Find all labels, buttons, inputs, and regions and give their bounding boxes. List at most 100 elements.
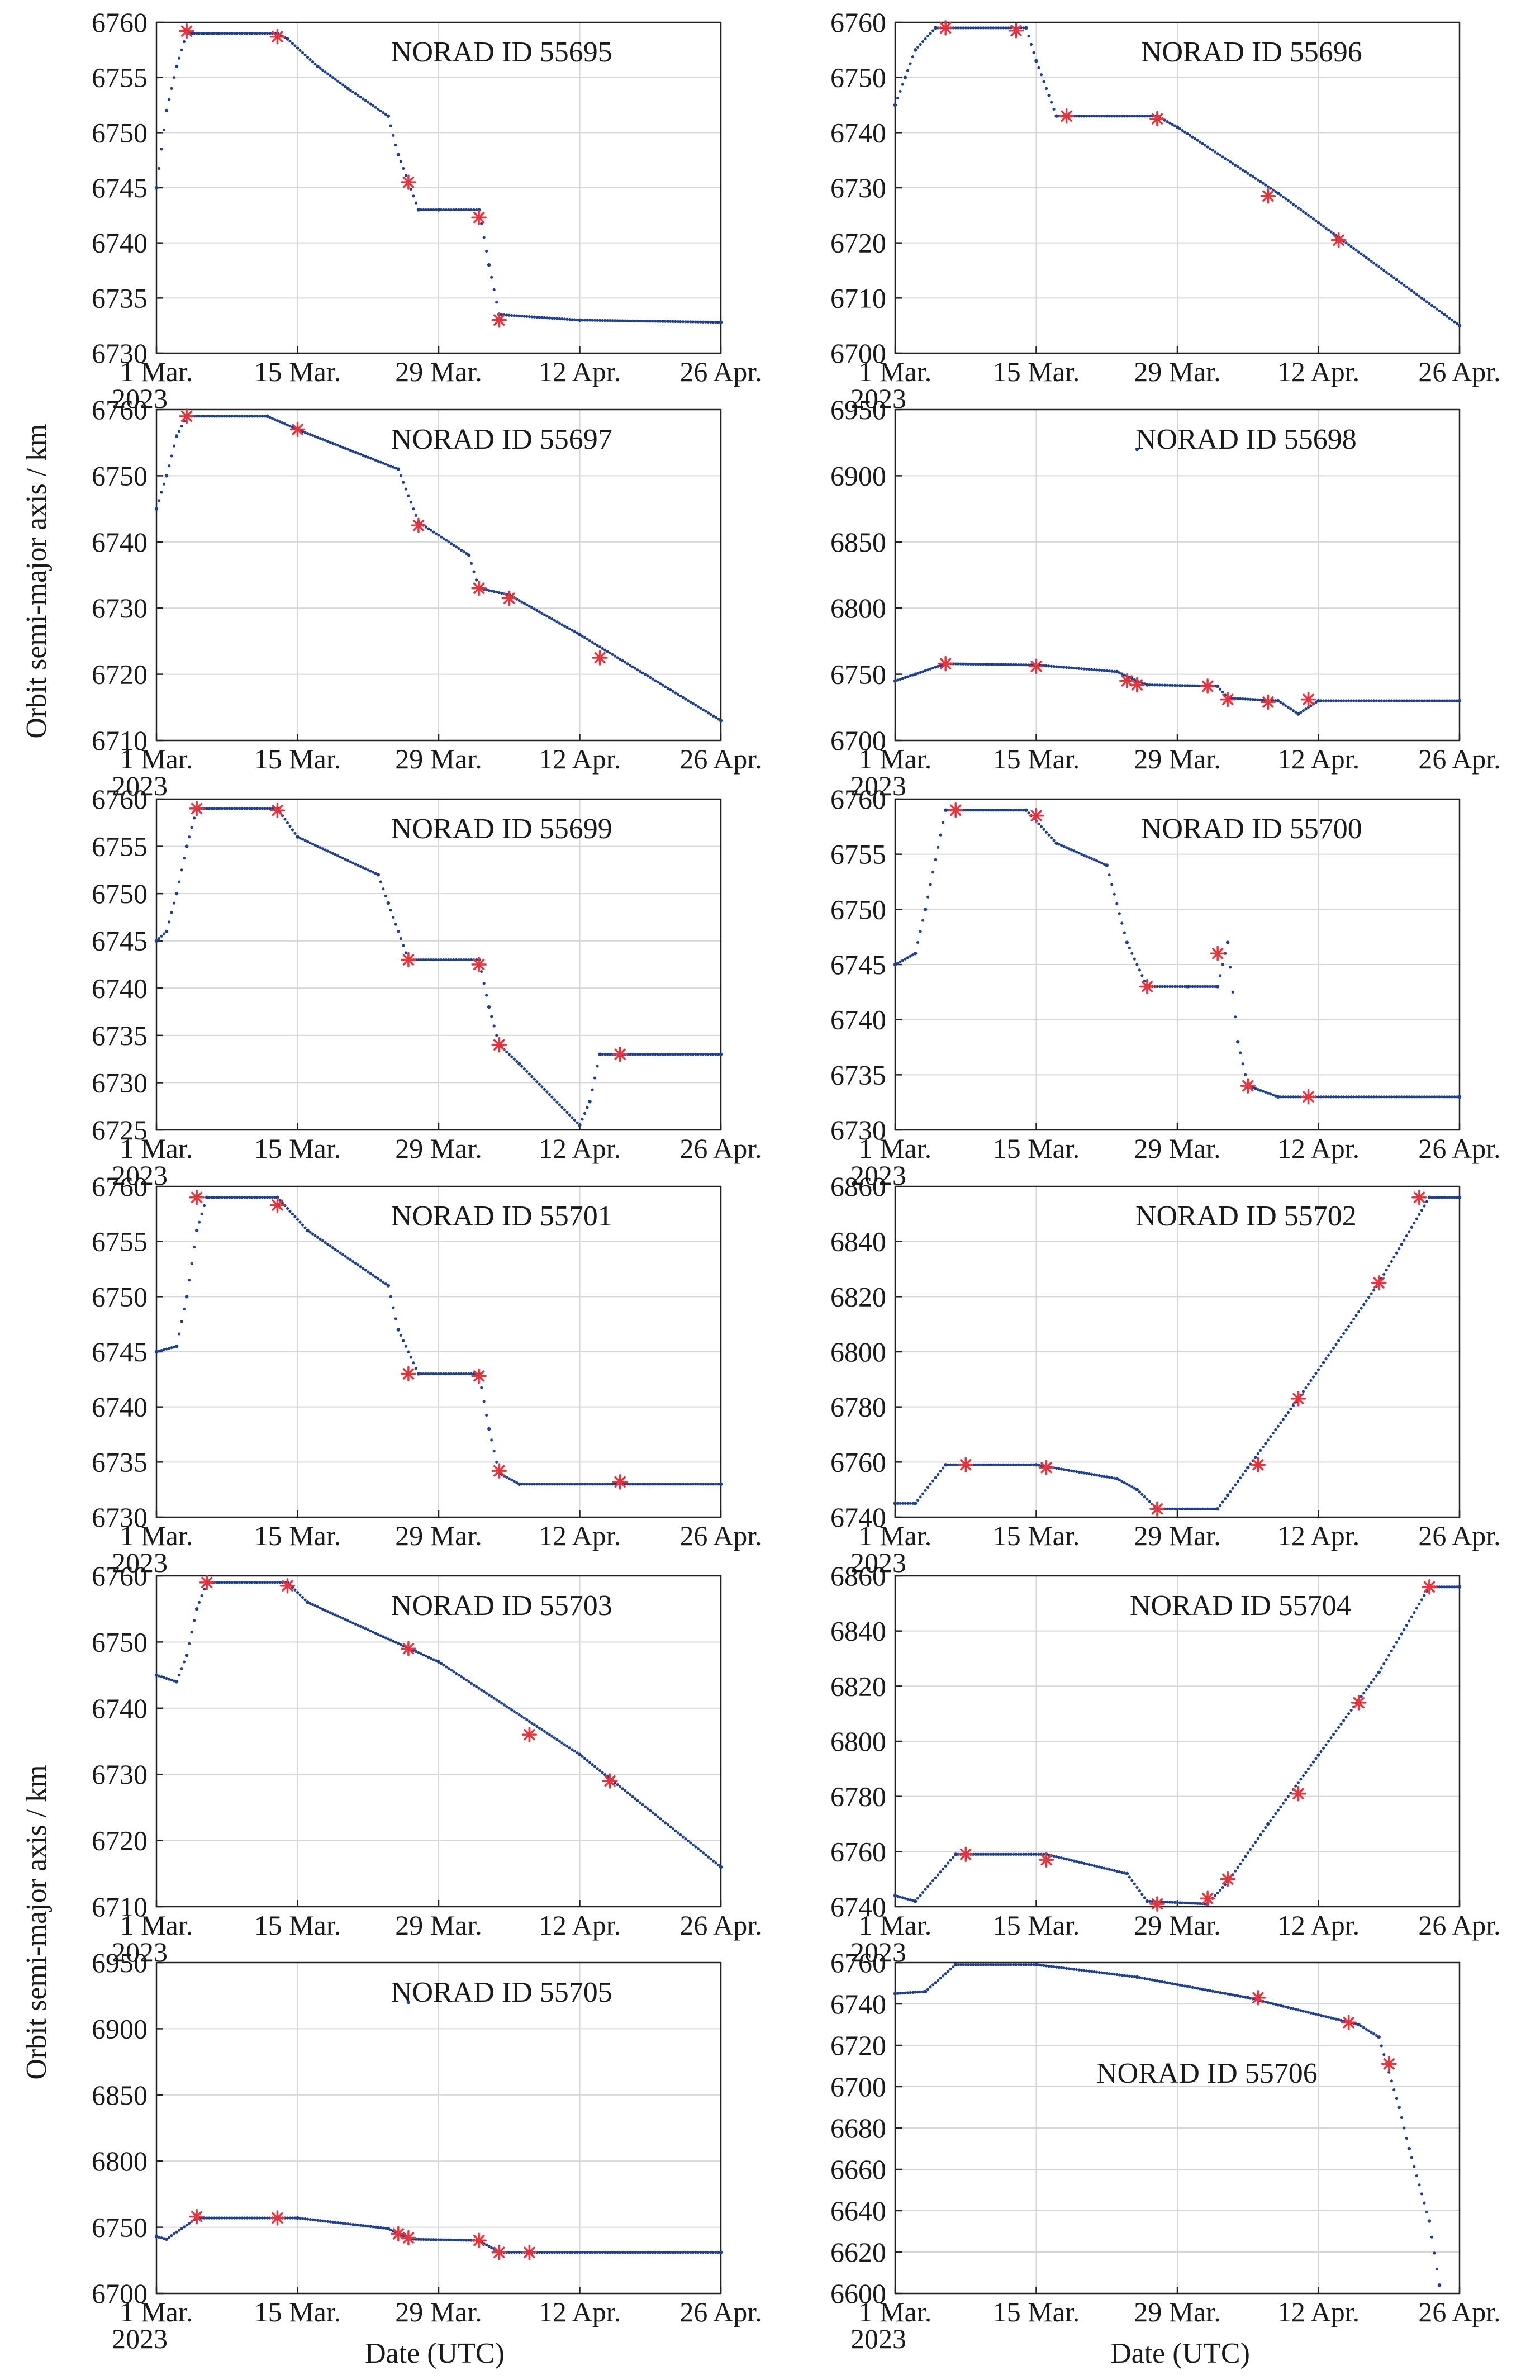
data-point [1029,1463,1033,1466]
data-point [1239,1476,1242,1480]
maneuver-marker [491,2244,507,2260]
data-point [225,1196,229,1199]
data-point [1296,712,1300,716]
data-point [522,1716,526,1720]
data-point [432,1658,435,1661]
data-point [1024,663,1028,667]
data-point [522,1067,526,1071]
data-point [470,1681,473,1685]
data-point [904,1897,907,1900]
data-point [1435,699,1439,702]
data-point [977,1963,980,1966]
data-point [931,1479,935,1483]
data-point [1445,1095,1449,1099]
data-point [1430,2235,1434,2239]
y-tick-label: 6800 [92,2145,148,2177]
data-point [459,549,463,552]
maneuver-marker [189,801,205,816]
data-point [240,807,244,810]
data-point [651,1811,654,1814]
data-point [467,958,470,962]
data-point [691,1843,695,1847]
data-point [701,320,705,324]
data-point [417,1651,420,1655]
data-point [1299,711,1303,714]
data-point [404,174,407,177]
data-point [324,439,327,442]
x-year-label: 2023 [112,2323,168,2354]
y-tick-label: 6730 [92,338,148,369]
data-point [565,2250,569,2254]
data-point [235,32,239,35]
data-point [1077,1968,1081,1972]
data-point [1135,1488,1139,1491]
data-point [1276,1424,1280,1428]
data-point [369,1272,372,1275]
data-point [1070,1859,1073,1862]
data-point [293,2216,297,2220]
data-point [1125,115,1129,118]
data-point [362,1626,365,1630]
data-point [1090,1864,1094,1867]
data-point [1347,1712,1351,1716]
data-point [679,1483,682,1486]
data-point [1430,303,1434,307]
data-point [1092,668,1096,672]
data-point [1443,699,1446,702]
data-point [674,691,677,695]
data-point [1352,246,1356,250]
data-point [162,482,166,486]
data-point [283,422,287,426]
data-point [545,614,549,618]
data-point [573,1118,577,1122]
data-point [1178,127,1182,131]
data-point [1375,2034,1378,2037]
data-point [1102,115,1106,118]
data-point [1319,699,1323,702]
data-point [313,1604,317,1608]
data-point [709,712,712,716]
data-point [629,1793,632,1797]
data-point [1347,699,1351,702]
data-point [1370,2031,1373,2034]
data-point [346,87,350,91]
data-point [1448,1095,1451,1099]
data-point [899,677,902,681]
data-point [1276,2003,1280,2007]
data-point [591,1483,594,1486]
data-point [255,415,259,418]
data-point [444,208,448,212]
data-point [649,676,652,680]
data-point [1062,666,1066,669]
data-point [581,1118,584,1121]
data-point [382,1280,385,1284]
data-point [639,2250,642,2254]
data-point [545,1090,549,1094]
data-point [1225,940,1230,944]
data-point [1171,683,1174,687]
data-point [684,2250,687,2254]
data-point [540,1483,544,1486]
data-point [154,507,159,511]
data-point [233,415,236,418]
data-point [351,1260,355,1263]
data-point [258,2216,262,2220]
data-point [533,607,536,611]
data-point [586,1106,589,1109]
data-point [1367,258,1371,261]
data-point [548,616,551,619]
data-point [591,1088,594,1091]
data-point [1044,1964,1048,1968]
data-point [281,421,284,425]
data-point [349,2222,352,2226]
maneuver-marker [1028,658,1044,674]
data-point [959,26,962,30]
data-point [1266,1822,1270,1826]
data-point [1296,1095,1300,1099]
data-point [962,1963,965,1966]
data-point [649,320,652,323]
data-point [1067,666,1071,669]
data-point [162,128,166,131]
data-point [1266,1091,1270,1095]
chart-title: NORAD ID 55699 [391,813,612,845]
